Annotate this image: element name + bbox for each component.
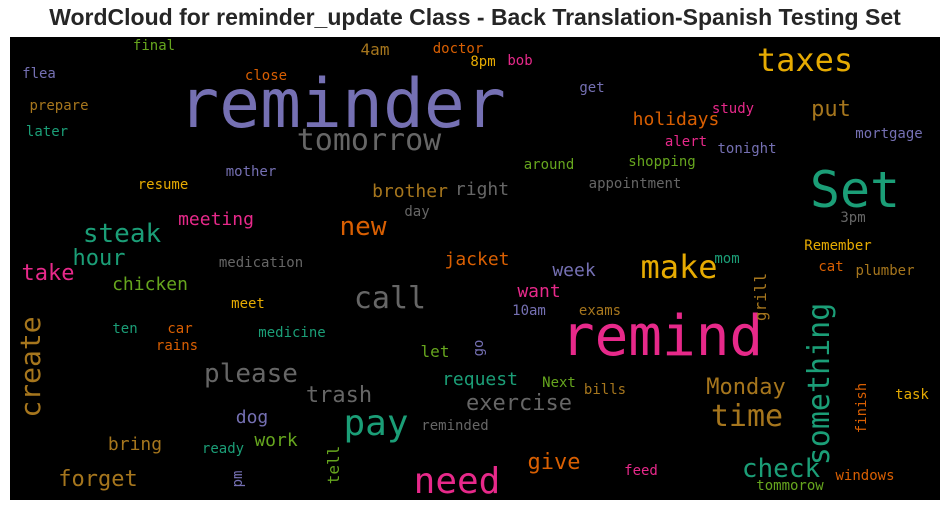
chart-title: WordCloud for reminder_update Class - Ba… (49, 4, 901, 30)
word-later: later (25, 124, 69, 140)
word-take: take (21, 261, 75, 286)
word-steak: steak (82, 219, 162, 249)
word-tomorrow: tomorrow (296, 123, 442, 158)
word-week: week (552, 260, 596, 281)
word-cloud: reminder remind Set tomorrow taxes need pay mak… (10, 37, 940, 500)
word-flea: flea (22, 66, 56, 82)
word-doctor: doctor (432, 41, 484, 57)
word-alert: alert (664, 134, 708, 150)
word-4am: 4am (360, 40, 390, 59)
word-please: please (204, 359, 298, 389)
word-bob: bob (507, 53, 533, 69)
word-right: right (454, 179, 510, 200)
word-set: Set (809, 161, 901, 219)
word-brother: brother (372, 181, 448, 202)
word-mortgage: mortgage (855, 126, 923, 142)
word-put: put (811, 97, 851, 122)
word-prepare: prepare (29, 98, 89, 114)
word-remember: Remember (804, 238, 872, 254)
word-remind: remind (560, 304, 764, 369)
word-finish: finish (854, 382, 870, 434)
word-exams: exams (578, 303, 622, 319)
word-tell: tell (324, 445, 343, 485)
word-grill: grill (751, 272, 770, 322)
word-exercise: exercise (466, 391, 572, 416)
word-something: something (802, 302, 837, 466)
word-next: Next (542, 375, 576, 391)
word-study: study (711, 101, 755, 117)
word-shopping: shopping (628, 154, 696, 170)
word-holidays: holidays (632, 109, 720, 130)
word-rains: rains (155, 338, 199, 354)
word-meeting: meeting (178, 209, 254, 230)
word-trash: trash (305, 383, 373, 408)
word-hour: hour (72, 246, 126, 271)
word-reminded: reminded (421, 418, 489, 434)
word-let: let (420, 342, 450, 361)
word-around: around (523, 157, 575, 173)
word-day: day (404, 204, 430, 220)
word-time: time (710, 399, 784, 434)
word-work: work (254, 430, 298, 451)
word-create: create (14, 316, 47, 418)
word-medicine: medicine (258, 325, 326, 341)
word-mom: mom (714, 251, 740, 267)
word-jacket: jacket (444, 249, 510, 270)
word-medication: medication (218, 255, 304, 271)
word-monday: Monday (706, 375, 786, 400)
word-feed: feed (624, 463, 658, 479)
word-10am: 10am (512, 303, 546, 319)
word-appointment: appointment (588, 176, 682, 192)
word-call: call (353, 281, 427, 316)
word-new: new (339, 212, 387, 242)
word-3pm: 3pm (840, 210, 866, 226)
word-give: give (527, 450, 581, 475)
word-forget: forget (58, 467, 138, 492)
word-mother: mother (225, 164, 277, 180)
word-windows: windows (835, 468, 895, 484)
word-need: need (413, 461, 501, 500)
word-car: car (167, 321, 193, 337)
word-check: check (741, 454, 821, 484)
word-final: final (132, 38, 176, 54)
word-bills: bills (583, 382, 627, 398)
word-close: close (244, 68, 288, 84)
word-taxes: taxes (756, 41, 854, 79)
word-bring: bring (107, 434, 163, 455)
word-ready: ready (201, 441, 245, 457)
word-plumber: plumber (855, 263, 915, 279)
word-go: go (471, 339, 487, 357)
word-request: request (442, 369, 518, 390)
word-pm: pm (230, 470, 246, 488)
word-task: task (895, 387, 929, 403)
word-chicken: chicken (112, 274, 188, 295)
word-reminder: reminder (178, 65, 506, 144)
word-cat: cat (818, 259, 844, 275)
word-tonight: tonight (717, 141, 777, 157)
word-want: want (517, 281, 561, 302)
word-dog: dog (235, 407, 269, 428)
word-tommorow: tommorow (756, 478, 824, 494)
word-get: get (579, 80, 605, 96)
word-8pm: 8pm (470, 54, 496, 70)
word-meet: meet (231, 296, 265, 312)
word-resume: resume (137, 177, 189, 193)
word-make: make (640, 248, 718, 286)
word-pay: pay (343, 403, 409, 444)
word-ten: ten (112, 321, 138, 337)
